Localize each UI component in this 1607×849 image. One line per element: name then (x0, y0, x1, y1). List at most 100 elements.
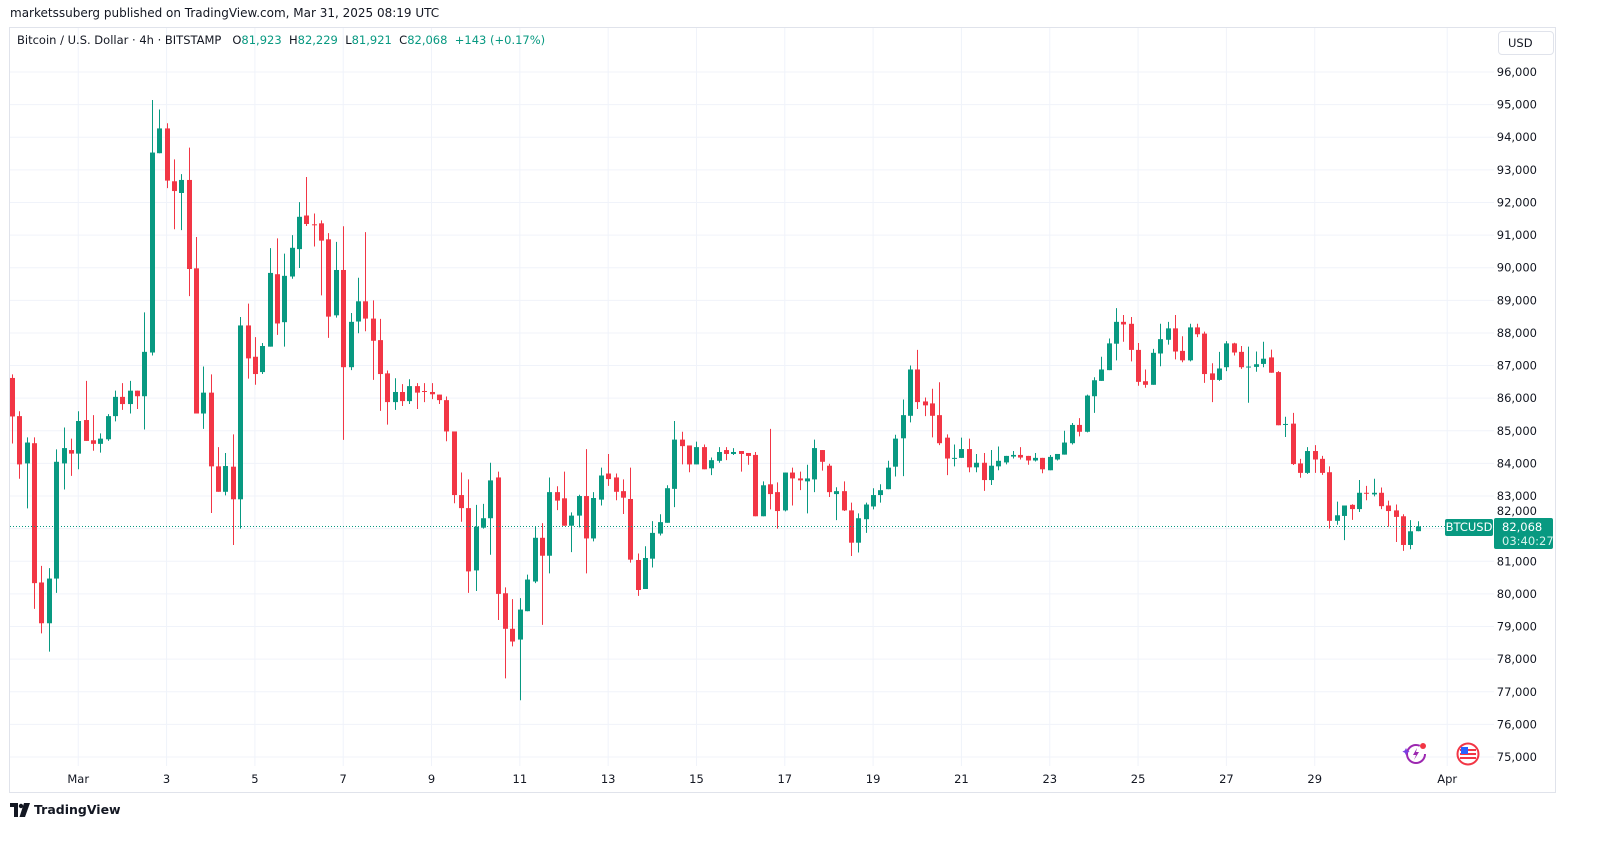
candle-down[interactable] (246, 303, 251, 379)
candle-down[interactable] (1386, 500, 1391, 527)
candle-down[interactable] (562, 471, 567, 526)
candle-up[interactable] (1305, 447, 1310, 474)
candle-down[interactable] (820, 450, 825, 471)
candle-down[interactable] (120, 383, 125, 410)
candle-up[interactable] (260, 343, 265, 375)
candle-down[interactable] (510, 599, 515, 647)
candle-up[interactable] (731, 448, 736, 455)
candle-down[interactable] (1269, 349, 1274, 373)
candle-up[interactable] (1342, 505, 1347, 541)
candle-up[interactable] (709, 457, 714, 476)
candle-up[interactable] (805, 464, 810, 514)
candle-down[interactable] (687, 445, 692, 473)
candle-down[interactable] (1239, 345, 1244, 369)
candle-down[interactable] (1210, 363, 1215, 403)
candle-down[interactable] (194, 237, 199, 414)
candle-up[interactable] (547, 477, 552, 574)
candle-down[interactable] (1327, 466, 1332, 529)
candle-down[interactable] (827, 463, 832, 498)
candle-up[interactable] (1372, 478, 1377, 497)
candle-up[interactable] (1335, 501, 1340, 525)
candle-up[interactable] (1055, 453, 1060, 461)
candle-up[interactable] (974, 453, 979, 473)
candle-down[interactable] (385, 370, 390, 425)
candle-down[interactable] (1202, 331, 1207, 383)
candle-up[interactable] (25, 437, 30, 509)
candle-down[interactable] (275, 238, 280, 335)
candle-down[interactable] (1291, 412, 1296, 466)
candle-up[interactable] (783, 472, 788, 512)
candle-down[interactable] (400, 384, 405, 407)
candle-up[interactable] (878, 484, 883, 503)
candle-down[interactable] (326, 233, 331, 338)
candle-up[interactable] (334, 241, 339, 318)
candle-up[interactable] (908, 365, 913, 423)
candle-up[interactable] (717, 447, 722, 463)
candle-up[interactable] (856, 513, 861, 553)
candle-down[interactable] (636, 553, 641, 596)
candle-up[interactable] (952, 444, 957, 467)
candle-down[interactable] (1173, 314, 1178, 360)
candle-down[interactable] (415, 383, 420, 409)
candle-down[interactable] (1320, 455, 1325, 475)
candle-up[interactable] (474, 504, 479, 591)
candle-down[interactable] (621, 479, 626, 514)
candle-down[interactable] (371, 300, 376, 380)
candle-up[interactable] (643, 546, 648, 590)
candle-down[interactable] (790, 467, 795, 506)
candle-down[interactable] (746, 452, 751, 465)
candle-up[interactable] (1261, 341, 1266, 368)
candle-down[interactable] (135, 390, 140, 409)
candle-up[interactable] (1166, 321, 1171, 345)
candle-up[interactable] (1107, 338, 1112, 371)
candle-down[interactable] (503, 587, 508, 679)
candle-down[interactable] (842, 481, 847, 512)
candle-up[interactable] (349, 313, 354, 371)
candle-up[interactable] (672, 421, 677, 508)
candle-down[interactable] (1364, 485, 1369, 501)
candle-down[interactable] (422, 383, 427, 403)
candle-up[interactable] (591, 492, 596, 542)
candle-up[interactable] (47, 568, 52, 652)
candle-down[interactable] (10, 374, 15, 444)
candle-down[interactable] (1077, 418, 1082, 437)
candle-up[interactable] (290, 235, 295, 279)
candle-down[interactable] (1143, 369, 1148, 388)
candle-up[interactable] (1254, 351, 1259, 372)
candle-down[interactable] (378, 318, 383, 411)
candle-up[interactable] (1246, 346, 1251, 403)
candle-down[interactable] (231, 434, 236, 545)
candle-up[interactable] (142, 312, 147, 430)
candle-down[interactable] (319, 220, 324, 296)
candle-up[interactable] (1158, 323, 1163, 367)
candle-down[interactable] (172, 159, 177, 230)
candle-up[interactable] (1092, 377, 1097, 413)
candle-down[interactable] (1040, 457, 1045, 474)
candle-down[interactable] (341, 226, 346, 440)
candle-down[interactable] (69, 438, 74, 476)
candle-down[interactable] (753, 452, 758, 517)
candle-down[interactable] (1298, 458, 1303, 478)
candle-down[interactable] (165, 123, 170, 189)
candle-down[interactable] (312, 213, 317, 247)
candle-down[interactable] (253, 337, 258, 385)
candle-up[interactable] (1188, 323, 1193, 362)
candle-down[interactable] (209, 374, 214, 514)
candle-down[interactable] (466, 479, 471, 593)
candle-up[interactable] (179, 174, 184, 231)
candle-up[interactable] (393, 378, 398, 410)
candle-up[interactable] (282, 253, 287, 347)
candle-up[interactable] (1408, 520, 1413, 550)
candle-up[interactable] (1224, 341, 1229, 372)
candle-up[interactable] (1283, 416, 1288, 437)
candle-down[interactable] (1121, 314, 1126, 342)
candle-up[interactable] (1011, 451, 1016, 459)
candle-down[interactable] (1026, 455, 1031, 465)
candle-down[interactable] (452, 431, 457, 504)
candle-down[interactable] (1195, 323, 1200, 338)
candle-down[interactable] (680, 431, 685, 465)
candle-down[interactable] (1232, 342, 1237, 356)
candle-down[interactable] (584, 449, 589, 574)
candle-down[interactable] (39, 565, 44, 634)
candle-up[interactable] (599, 467, 604, 506)
